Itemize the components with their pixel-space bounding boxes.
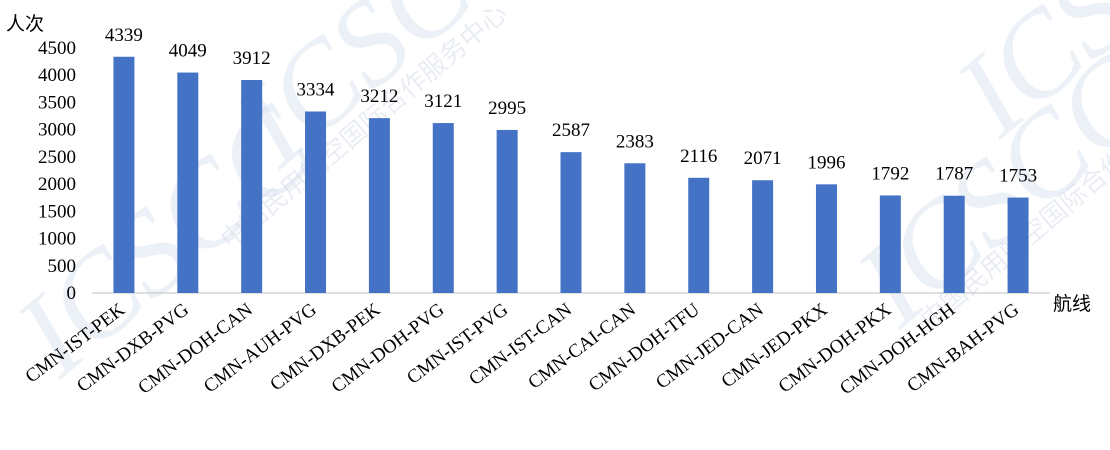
watermark-layer: ICSCCICSCCICSCCICSCC中国民用航空国际合作服务中心中国民用航空… xyxy=(0,0,1110,401)
data-label: 3912 xyxy=(233,48,271,69)
y-axis-ticks: 0 500 1000 1500 2000 2500 3000 3500 4000 4500 xyxy=(38,38,76,304)
y-tick-label: 1000 xyxy=(38,229,76,250)
data-label: 2995 xyxy=(488,98,526,119)
bar xyxy=(879,195,901,293)
bar xyxy=(432,123,454,293)
bar xyxy=(560,152,582,293)
category-label: CMN-DXB-PEK xyxy=(266,299,384,395)
data-label: 3212 xyxy=(360,86,398,107)
bars-group xyxy=(113,56,1029,293)
data-label: 4339 xyxy=(105,25,143,46)
y-tick-label: 1500 xyxy=(38,201,76,222)
category-labels-group: CMN-IST-PEKCMN-DXB-PVGCMN-DOH-CANCMN-AUH… xyxy=(22,299,1024,399)
data-label: 2071 xyxy=(744,148,782,169)
y-tick-label: 3500 xyxy=(38,92,76,113)
category-label: CMN-DOH-TFU xyxy=(585,299,704,396)
category-label: CMN-JED-PKX xyxy=(718,299,832,392)
y-tick-label: 3000 xyxy=(38,120,76,141)
category-label: CMN-JED-CAN xyxy=(652,299,768,393)
bar xyxy=(1007,197,1029,293)
data-label: 1753 xyxy=(999,166,1037,187)
bar xyxy=(177,72,199,293)
y-tick-label: 4000 xyxy=(38,65,76,86)
y-tick-label: 2000 xyxy=(38,174,76,195)
bar xyxy=(624,163,646,293)
y-tick-label: 0 xyxy=(67,283,77,304)
y-tick-label: 4500 xyxy=(38,38,76,59)
category-label: CMN-DOH-PVG xyxy=(328,299,449,397)
data-label: 1787 xyxy=(935,164,973,185)
bar xyxy=(305,111,327,293)
y-axis-title: 人次 xyxy=(6,13,44,35)
data-label: 2587 xyxy=(552,120,590,141)
data-label: 2116 xyxy=(680,146,717,167)
y-tick-label: 2500 xyxy=(38,147,76,168)
x-axis-title: 航线 xyxy=(1053,293,1091,315)
category-label: CMN-CAI-CAN xyxy=(524,299,640,393)
data-labels-group: 4339 4049 3912 3334 3212 3121 2995 2587 2383 2116… xyxy=(105,25,1037,187)
bar xyxy=(113,56,135,293)
data-label: 1996 xyxy=(807,152,845,173)
data-label: 1792 xyxy=(871,163,909,184)
bar xyxy=(496,129,518,293)
data-label: 4049 xyxy=(169,41,207,62)
bar xyxy=(368,118,390,293)
bar xyxy=(815,184,837,293)
data-label: 2383 xyxy=(616,131,654,152)
bar xyxy=(943,195,965,293)
bar xyxy=(752,180,774,293)
bar xyxy=(241,80,263,293)
data-label: 3334 xyxy=(297,79,336,100)
category-label: CMN-AUH-PVG xyxy=(200,299,321,397)
bar xyxy=(688,177,710,293)
data-label: 3121 xyxy=(424,91,462,112)
y-tick-label: 500 xyxy=(48,256,77,277)
